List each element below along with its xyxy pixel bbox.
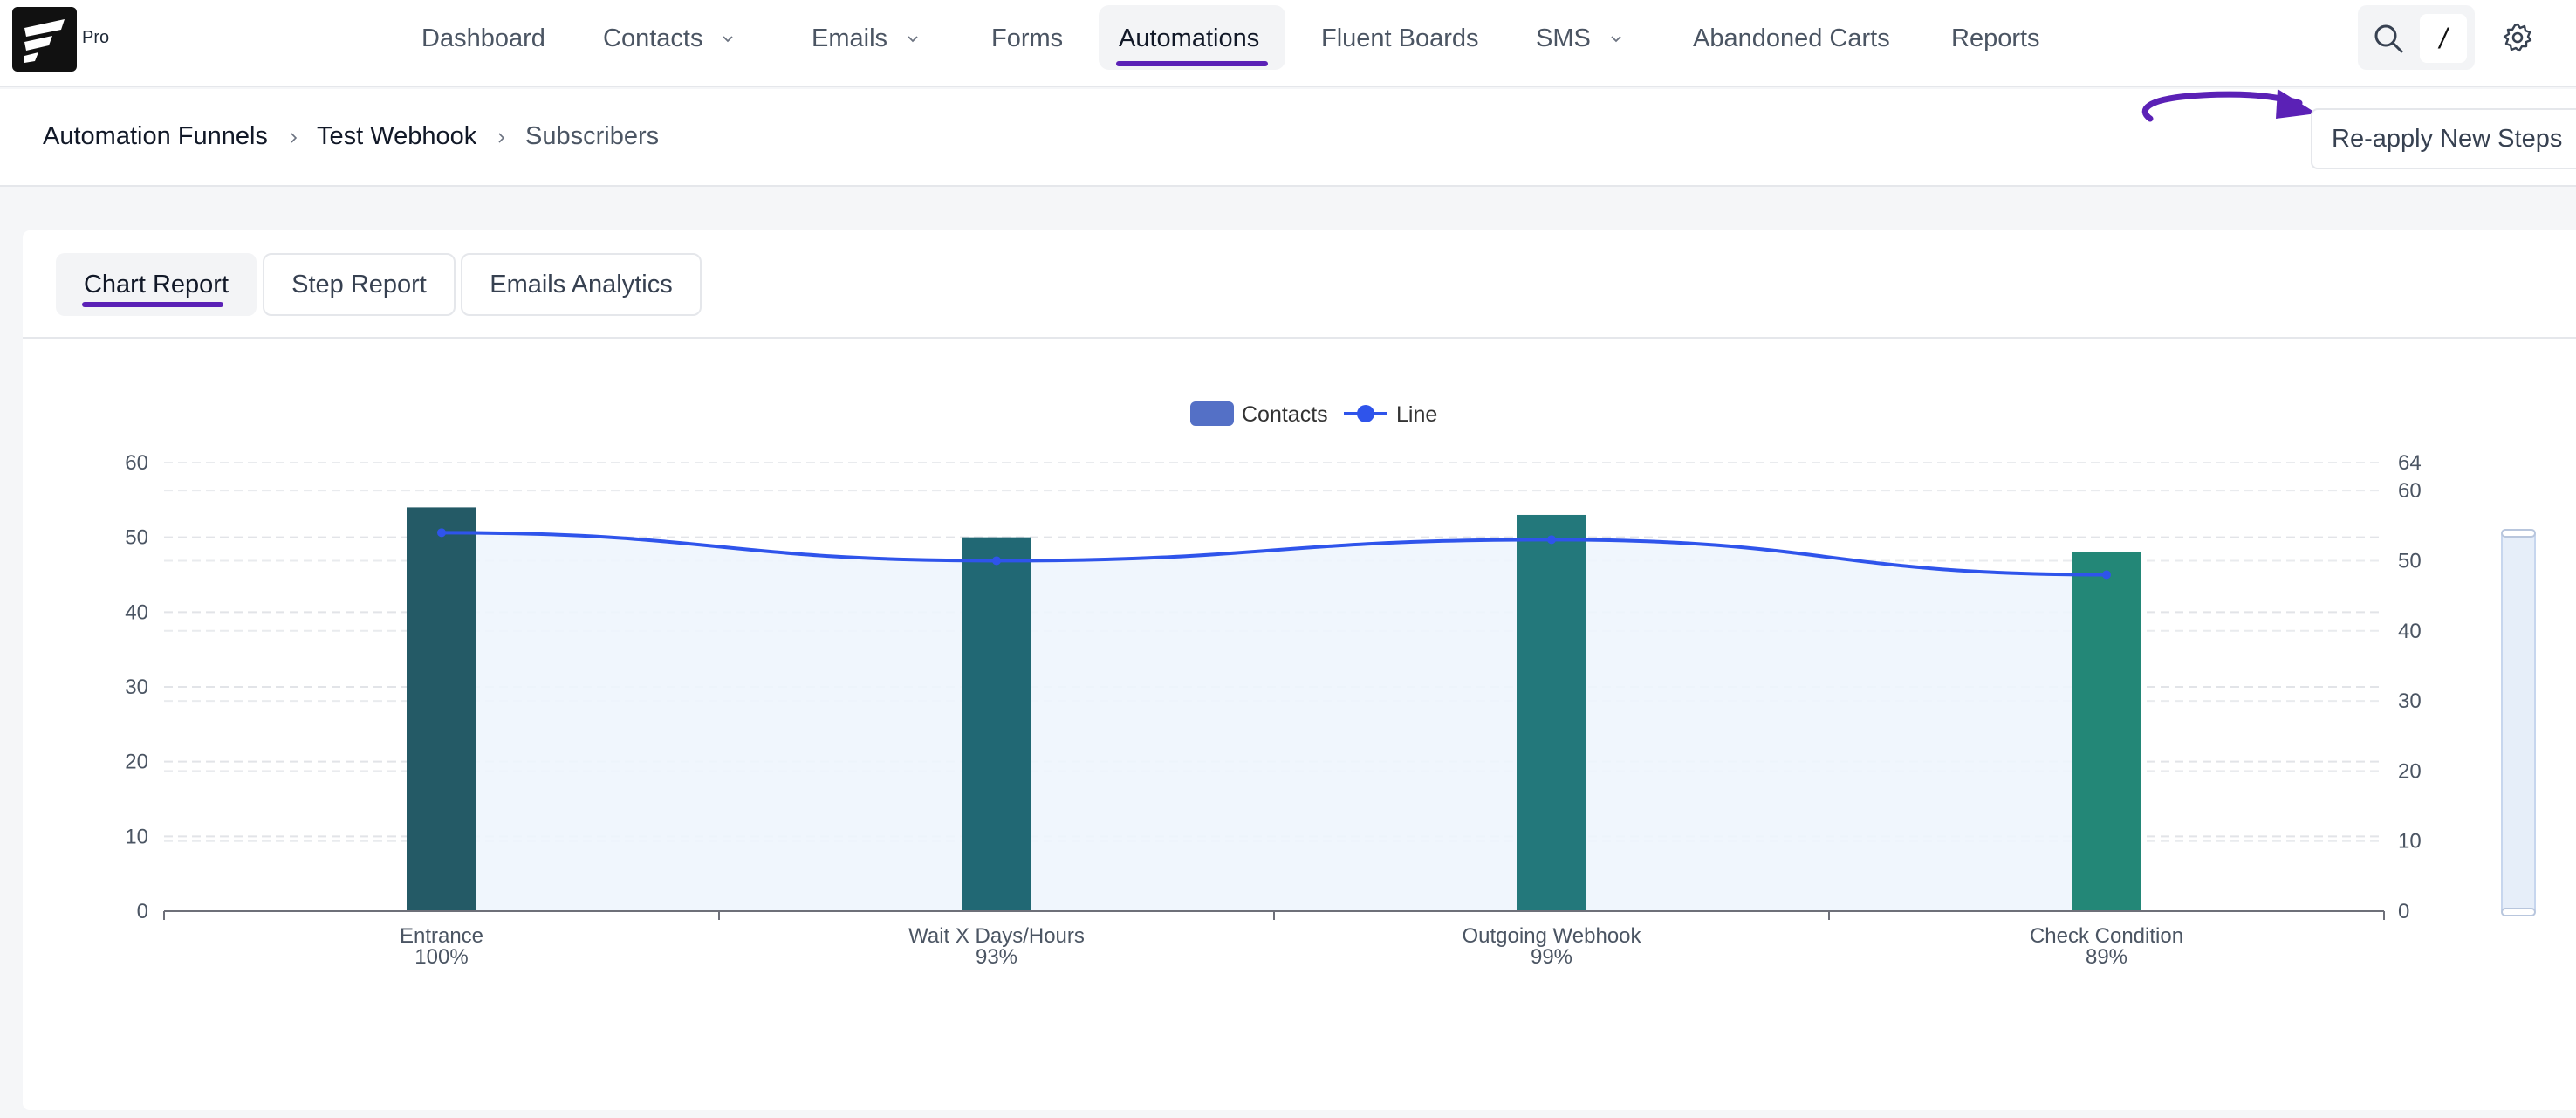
legend-contacts-label: Contacts — [1242, 402, 1328, 427]
y-left-tick-label: 20 — [125, 751, 148, 774]
line-point — [1547, 535, 1556, 545]
chevron-right-icon — [291, 133, 298, 143]
breadcrumb-subscribers: Subscribers — [525, 122, 660, 150]
x-tick-label: Entrance — [400, 924, 483, 948]
y-right-tick-label: 64 — [2398, 451, 2422, 475]
y-right-tick-label: 50 — [2398, 549, 2422, 573]
nav-item-automations[interactable]: Automations — [1119, 0, 1259, 77]
gear-icon[interactable] — [2502, 22, 2533, 53]
chevron-down-icon — [908, 36, 918, 43]
search-shortcut-key: / — [2420, 14, 2467, 63]
bar — [1517, 514, 1586, 911]
tab-label: Emails Analytics — [490, 270, 673, 298]
breadcrumb-automation-funnels[interactable]: Automation Funnels — [43, 122, 268, 150]
line-point — [992, 556, 1001, 566]
tab-step-report[interactable]: Step Report — [263, 253, 456, 316]
nav-label: Abandoned Carts — [1693, 24, 1890, 52]
nav-label: Contacts — [603, 24, 703, 52]
nav-label: Fluent Boards — [1321, 24, 1479, 52]
nav-label: Reports — [1951, 24, 2040, 52]
x-tick-sublabel: 93% — [976, 945, 1017, 969]
nav-item-dashboard[interactable]: Dashboard — [421, 0, 545, 77]
bar — [962, 537, 1031, 911]
reapply-label: Re-apply New Steps — [2332, 124, 2563, 153]
bar — [407, 507, 476, 911]
nav-item-fluent-boards[interactable]: Fluent Boards — [1321, 0, 1479, 77]
nav-label: Emails — [812, 24, 888, 52]
bar — [2072, 552, 2141, 911]
tabs-divider — [23, 337, 2576, 339]
y-right-tick-label: 10 — [2398, 830, 2422, 854]
y-left-tick-label: 60 — [125, 451, 148, 475]
y-left-tick-label: 0 — [137, 900, 148, 923]
x-tick-sublabel: 100% — [414, 945, 468, 969]
zoom-slider-handle-bottom[interactable] — [2501, 908, 2536, 916]
chart-zoom-slider[interactable] — [2501, 532, 2536, 914]
y-right-tick-label: 40 — [2398, 620, 2422, 643]
tab-active-underline — [82, 302, 223, 307]
nav-active-highlight — [1099, 5, 1285, 70]
nav-label: Dashboard — [421, 24, 545, 52]
breadcrumb-test-webhook[interactable]: Test Webhook — [317, 122, 477, 150]
x-tick-label: Check Condition — [2030, 924, 2183, 948]
y-right-tick-label: 60 — [2398, 479, 2422, 503]
nav-item-forms[interactable]: Forms — [991, 0, 1063, 77]
x-tick-sublabel: 99% — [1531, 945, 1572, 969]
nav-item-sms[interactable]: SMS — [1536, 0, 1622, 77]
nav-label: SMS — [1536, 24, 1591, 52]
legend-line-marker — [1357, 405, 1374, 422]
nav-item-reports[interactable]: Reports — [1951, 0, 2040, 77]
line-area — [442, 532, 2107, 911]
tab-emails-analytics[interactable]: Emails Analytics — [461, 253, 702, 316]
annotation-arrow-icon — [2141, 89, 2317, 122]
y-left-tick-label: 50 — [125, 526, 148, 550]
search-icon[interactable] — [2373, 23, 2404, 54]
chevron-down-icon — [723, 36, 734, 43]
pro-badge: Pro — [82, 28, 110, 47]
nav-active-underline — [1116, 61, 1268, 66]
series-line — [441, 531, 2107, 577]
y-right-tick-label: 20 — [2398, 759, 2422, 783]
legend-contacts-swatch — [1190, 401, 1234, 426]
zoom-slider-handle-top[interactable] — [2501, 529, 2536, 538]
y-right-tick-label: 0 — [2398, 900, 2409, 923]
reapply-new-steps-button[interactable]: Re-apply New Steps — [2311, 108, 2576, 169]
y-left-tick-label: 40 — [125, 600, 148, 624]
tab-label: Chart Report — [83, 270, 229, 298]
nav-item-contacts[interactable]: Contacts — [603, 0, 734, 77]
x-tick-label: Outgoing Webhook — [1462, 924, 1641, 948]
y-right-tick-label: 30 — [2398, 689, 2422, 713]
nav-item-abandoned-carts[interactable]: Abandoned Carts — [1693, 0, 1890, 77]
nav-item-emails[interactable]: Emails — [812, 0, 919, 77]
y-left-tick-label: 30 — [125, 676, 148, 699]
fluentcrm-logo[interactable] — [12, 7, 77, 72]
top-navigation: Pro Dashboard Contacts Emails Forms Auto… — [0, 0, 2576, 87]
y-left-tick-label: 10 — [125, 825, 148, 848]
chevron-right-icon — [498, 133, 505, 143]
legend-line-label: Line — [1396, 402, 1437, 427]
line-point — [2102, 570, 2111, 580]
line-point — [437, 528, 446, 538]
nav-label: Forms — [991, 24, 1064, 52]
x-tick-sublabel: 89% — [2086, 945, 2127, 969]
x-tick-label: Wait X Days/Hours — [908, 924, 1085, 948]
chevron-down-icon — [1611, 36, 1621, 43]
nav-label: Automations — [1119, 24, 1260, 52]
tab-label: Step Report — [291, 270, 427, 298]
